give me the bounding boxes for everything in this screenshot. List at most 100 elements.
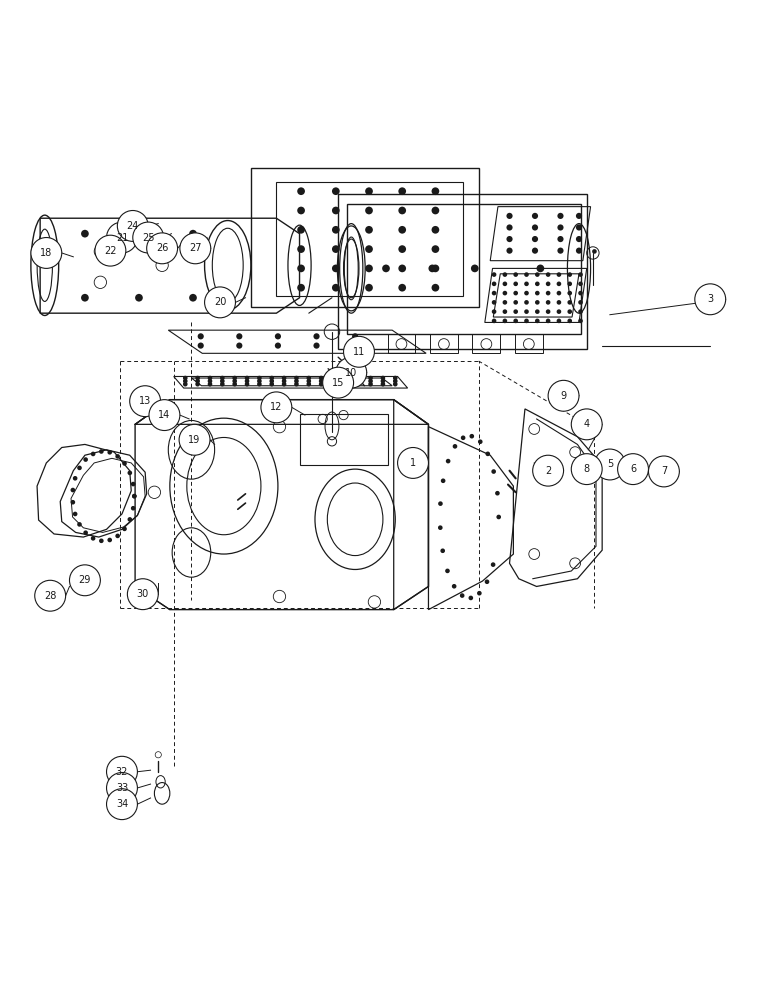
Circle shape — [368, 376, 373, 380]
Circle shape — [557, 213, 564, 219]
Circle shape — [297, 226, 305, 234]
Circle shape — [398, 448, 428, 478]
Circle shape — [319, 376, 323, 380]
Circle shape — [461, 435, 466, 440]
Circle shape — [297, 284, 305, 292]
Circle shape — [275, 343, 281, 349]
Circle shape — [532, 248, 538, 254]
Circle shape — [195, 376, 200, 380]
Circle shape — [578, 300, 583, 305]
Circle shape — [445, 569, 450, 573]
Circle shape — [503, 319, 507, 323]
Circle shape — [393, 376, 398, 380]
Circle shape — [269, 382, 274, 387]
Circle shape — [571, 454, 602, 485]
Circle shape — [492, 282, 496, 286]
Circle shape — [232, 379, 237, 383]
Circle shape — [592, 249, 597, 254]
Circle shape — [438, 501, 443, 506]
Circle shape — [77, 522, 82, 527]
Circle shape — [537, 265, 544, 272]
Circle shape — [198, 333, 204, 339]
Circle shape — [331, 382, 336, 387]
Text: 8: 8 — [584, 464, 590, 474]
Circle shape — [269, 379, 274, 383]
Circle shape — [432, 207, 439, 214]
Circle shape — [35, 580, 66, 611]
Circle shape — [503, 300, 507, 305]
Circle shape — [107, 756, 137, 787]
Circle shape — [356, 379, 361, 383]
Circle shape — [133, 222, 164, 253]
Circle shape — [576, 213, 582, 219]
Circle shape — [548, 380, 579, 411]
Text: 12: 12 — [270, 402, 283, 412]
Circle shape — [432, 226, 439, 234]
Circle shape — [557, 309, 561, 314]
Text: 24: 24 — [127, 221, 139, 231]
Text: 34: 34 — [116, 799, 128, 809]
Circle shape — [576, 236, 582, 242]
Circle shape — [332, 187, 340, 195]
Circle shape — [532, 224, 538, 231]
Circle shape — [282, 379, 286, 383]
Circle shape — [524, 291, 529, 295]
Circle shape — [297, 265, 305, 272]
Text: 13: 13 — [139, 396, 151, 406]
Circle shape — [695, 284, 726, 315]
Circle shape — [546, 282, 550, 286]
Circle shape — [567, 300, 572, 305]
Circle shape — [506, 236, 513, 242]
Circle shape — [70, 500, 75, 505]
Circle shape — [506, 213, 513, 219]
Circle shape — [117, 211, 148, 241]
Circle shape — [398, 265, 406, 272]
Circle shape — [122, 461, 127, 466]
Text: 4: 4 — [584, 419, 590, 429]
Circle shape — [578, 272, 583, 277]
Circle shape — [73, 476, 77, 481]
Circle shape — [208, 379, 212, 383]
Circle shape — [319, 379, 323, 383]
Circle shape — [524, 272, 529, 277]
Circle shape — [469, 596, 473, 600]
Circle shape — [220, 376, 225, 380]
Circle shape — [344, 376, 348, 380]
Circle shape — [195, 379, 200, 383]
Circle shape — [236, 343, 242, 349]
Circle shape — [356, 376, 361, 380]
Circle shape — [503, 291, 507, 295]
Text: 6: 6 — [630, 464, 636, 474]
Text: 5: 5 — [607, 459, 613, 469]
Circle shape — [70, 488, 75, 492]
Circle shape — [578, 282, 583, 286]
Circle shape — [332, 226, 340, 234]
Circle shape — [282, 376, 286, 380]
Circle shape — [257, 382, 262, 387]
Text: 7: 7 — [661, 466, 667, 476]
Circle shape — [77, 466, 82, 470]
Circle shape — [356, 382, 361, 387]
Circle shape — [578, 291, 583, 295]
Circle shape — [135, 230, 143, 238]
Circle shape — [398, 284, 406, 292]
Circle shape — [257, 379, 262, 383]
Circle shape — [332, 284, 340, 292]
Circle shape — [232, 376, 237, 380]
Text: 28: 28 — [44, 591, 56, 601]
Circle shape — [83, 530, 88, 535]
Circle shape — [323, 367, 354, 398]
Circle shape — [245, 379, 249, 383]
Circle shape — [99, 449, 103, 454]
Circle shape — [365, 187, 373, 195]
Circle shape — [220, 379, 225, 383]
Circle shape — [220, 382, 225, 387]
Circle shape — [381, 376, 385, 380]
Circle shape — [297, 207, 305, 214]
Circle shape — [365, 265, 373, 272]
Circle shape — [208, 382, 212, 387]
Circle shape — [107, 222, 137, 253]
Circle shape — [524, 300, 529, 305]
Circle shape — [297, 245, 305, 253]
Circle shape — [440, 548, 445, 553]
